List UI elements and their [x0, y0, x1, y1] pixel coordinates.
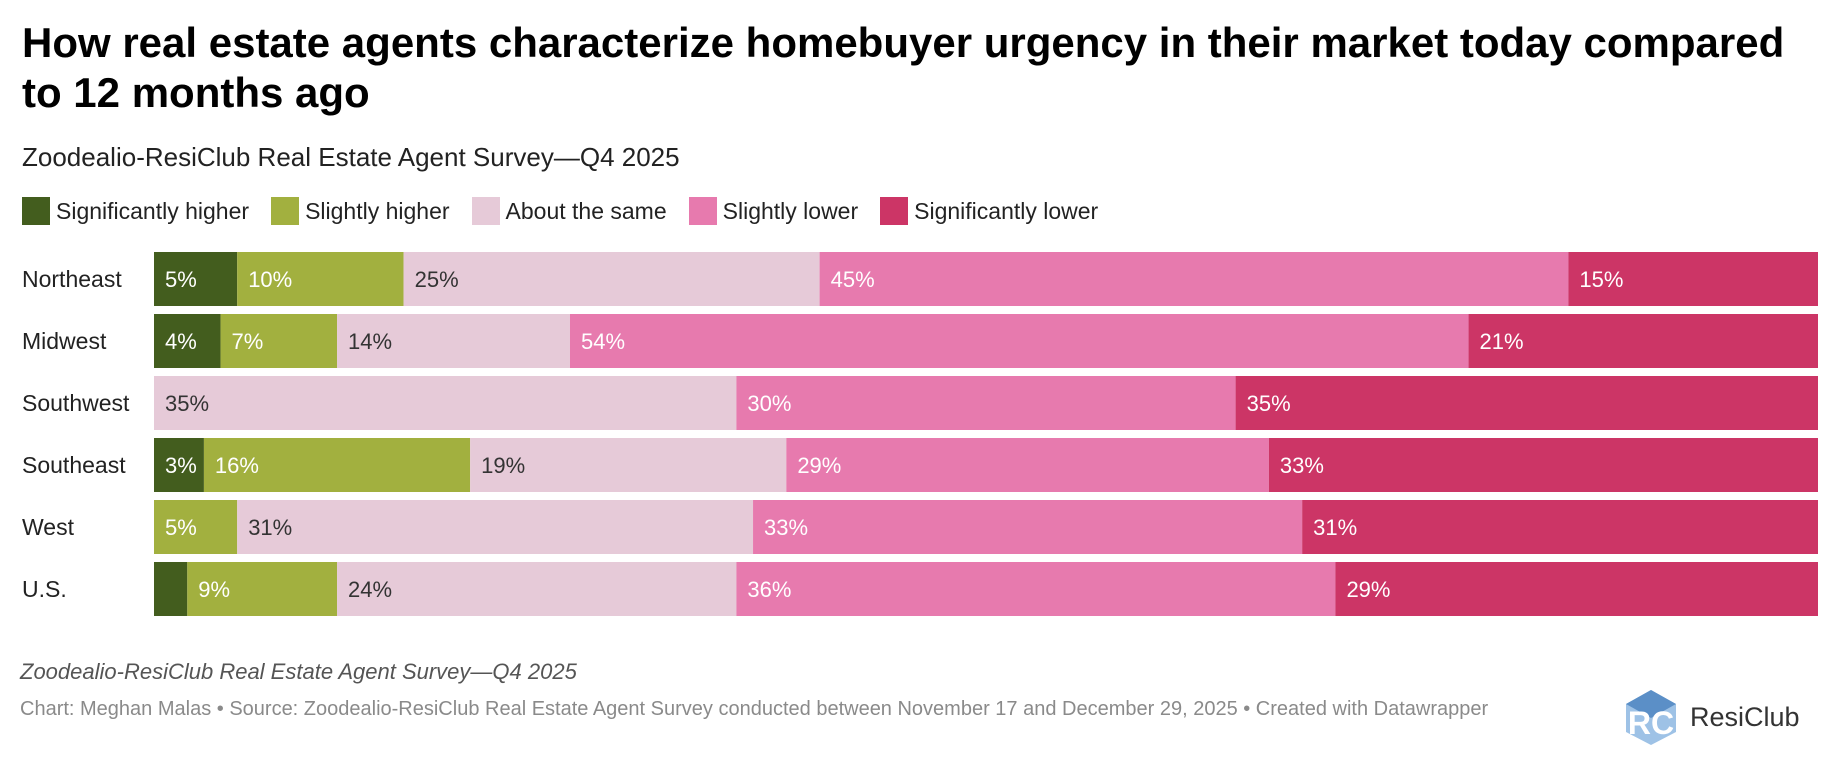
bar-segment [570, 314, 1469, 368]
data-label: 31% [1313, 515, 1357, 540]
bar-segment [1335, 562, 1818, 616]
bar-segment [237, 252, 404, 306]
data-label: 35% [1247, 391, 1291, 416]
row-label: West [22, 514, 75, 540]
legend-label: Slightly higher [305, 197, 450, 224]
source-note: Zoodealio-ResiClub Real Estate Agent Sur… [20, 659, 577, 684]
legend-label: Slightly lower [722, 197, 859, 224]
chart-credit: Chart: Meghan Malas • Source: Zoodealio-… [20, 698, 1489, 720]
chart-subtitle: Zoodealio-ResiClub Real Estate Agent Sur… [22, 142, 680, 172]
legend-item-slightly-higher: Slightly higher [271, 197, 450, 225]
bar-segment [154, 562, 188, 616]
legend-swatch [688, 197, 717, 225]
data-label: 45% [831, 267, 875, 292]
data-label: 10% [248, 267, 292, 292]
data-label: 15% [1579, 267, 1623, 292]
row-label: Northeast [22, 266, 122, 292]
bar-segment [203, 438, 471, 492]
data-label: 31% [248, 515, 292, 540]
bar-segment [220, 314, 338, 368]
legend-swatch [880, 197, 909, 225]
bar-segment [337, 562, 737, 616]
chart-legend: Significantly higher Slightly higher Abo… [22, 197, 1120, 225]
data-label: 5% [165, 267, 197, 292]
legend-label: Significantly lower [914, 197, 1099, 224]
bar-segment [154, 314, 221, 368]
bar-segment [1268, 438, 1818, 492]
legend-item-slightly-lower: Slightly lower [688, 197, 859, 225]
logo-name: ResiClub [1690, 701, 1800, 732]
bar-segment [337, 314, 570, 368]
bar-segment [154, 500, 238, 554]
row-label: Southeast [22, 452, 126, 478]
data-label: 24% [348, 577, 392, 602]
bar-segment [753, 500, 1303, 554]
data-label: 33% [1280, 453, 1324, 478]
data-label: 16% [215, 453, 259, 478]
bar-segment [154, 438, 204, 492]
bar-segment [237, 500, 754, 554]
data-label: 35% [165, 391, 209, 416]
data-label: 29% [797, 453, 841, 478]
data-label: 25% [415, 267, 459, 292]
legend-swatch [271, 197, 300, 225]
legend-swatch [22, 197, 50, 225]
legend-label: Significantly higher [56, 197, 250, 224]
bar-segment [1568, 252, 1818, 306]
data-label: 3% [165, 453, 197, 478]
bar-segment [1468, 314, 1818, 368]
data-label: 7% [232, 329, 264, 354]
row-label: Southwest [22, 390, 130, 416]
data-label: 14% [348, 329, 392, 354]
bar-segment [736, 376, 1236, 430]
legend-item-significantly-lower: Significantly lower [880, 197, 1098, 225]
stacked-bar-chart: Northeast 5% 10% 25% 45% 15% Midwest 4% 7% 14% 54%… [22, 252, 1818, 616]
data-label: 5% [165, 515, 197, 540]
legend-item-significantly-higher: Significantly higher [22, 197, 249, 225]
resiclub-logo-icon: RC [1626, 690, 1676, 745]
row-label: Midwest [22, 328, 107, 354]
bar-segment [786, 438, 1269, 492]
bar-segment [403, 252, 820, 306]
bar-segment [1235, 376, 1818, 430]
data-label: 19% [481, 453, 525, 478]
legend-item-about-the-same: About the same [471, 197, 667, 225]
data-label: 33% [764, 515, 808, 540]
row-label: U.S. [22, 576, 67, 602]
data-label: 30% [747, 391, 791, 416]
logo-mark-text: RC [1628, 705, 1674, 741]
data-label: 29% [1346, 577, 1390, 602]
bar-segment [736, 562, 1336, 616]
data-label: 36% [747, 577, 791, 602]
bar-segment [154, 252, 238, 306]
resiclub-logo: RC ResiClub [1622, 688, 1800, 746]
bar-segment [154, 376, 737, 430]
legend-label: About the same [505, 197, 667, 224]
data-label: 54% [581, 329, 625, 354]
bar-segment [1302, 500, 1818, 554]
chart-title: How real estate agents characterize home… [22, 19, 1785, 116]
data-label: 9% [198, 577, 230, 602]
data-label: 21% [1480, 329, 1524, 354]
bar-segment [819, 252, 1569, 306]
data-label: 4% [165, 329, 197, 354]
legend-swatch [471, 197, 500, 225]
bar-segment [187, 562, 338, 616]
bar-segment [470, 438, 787, 492]
